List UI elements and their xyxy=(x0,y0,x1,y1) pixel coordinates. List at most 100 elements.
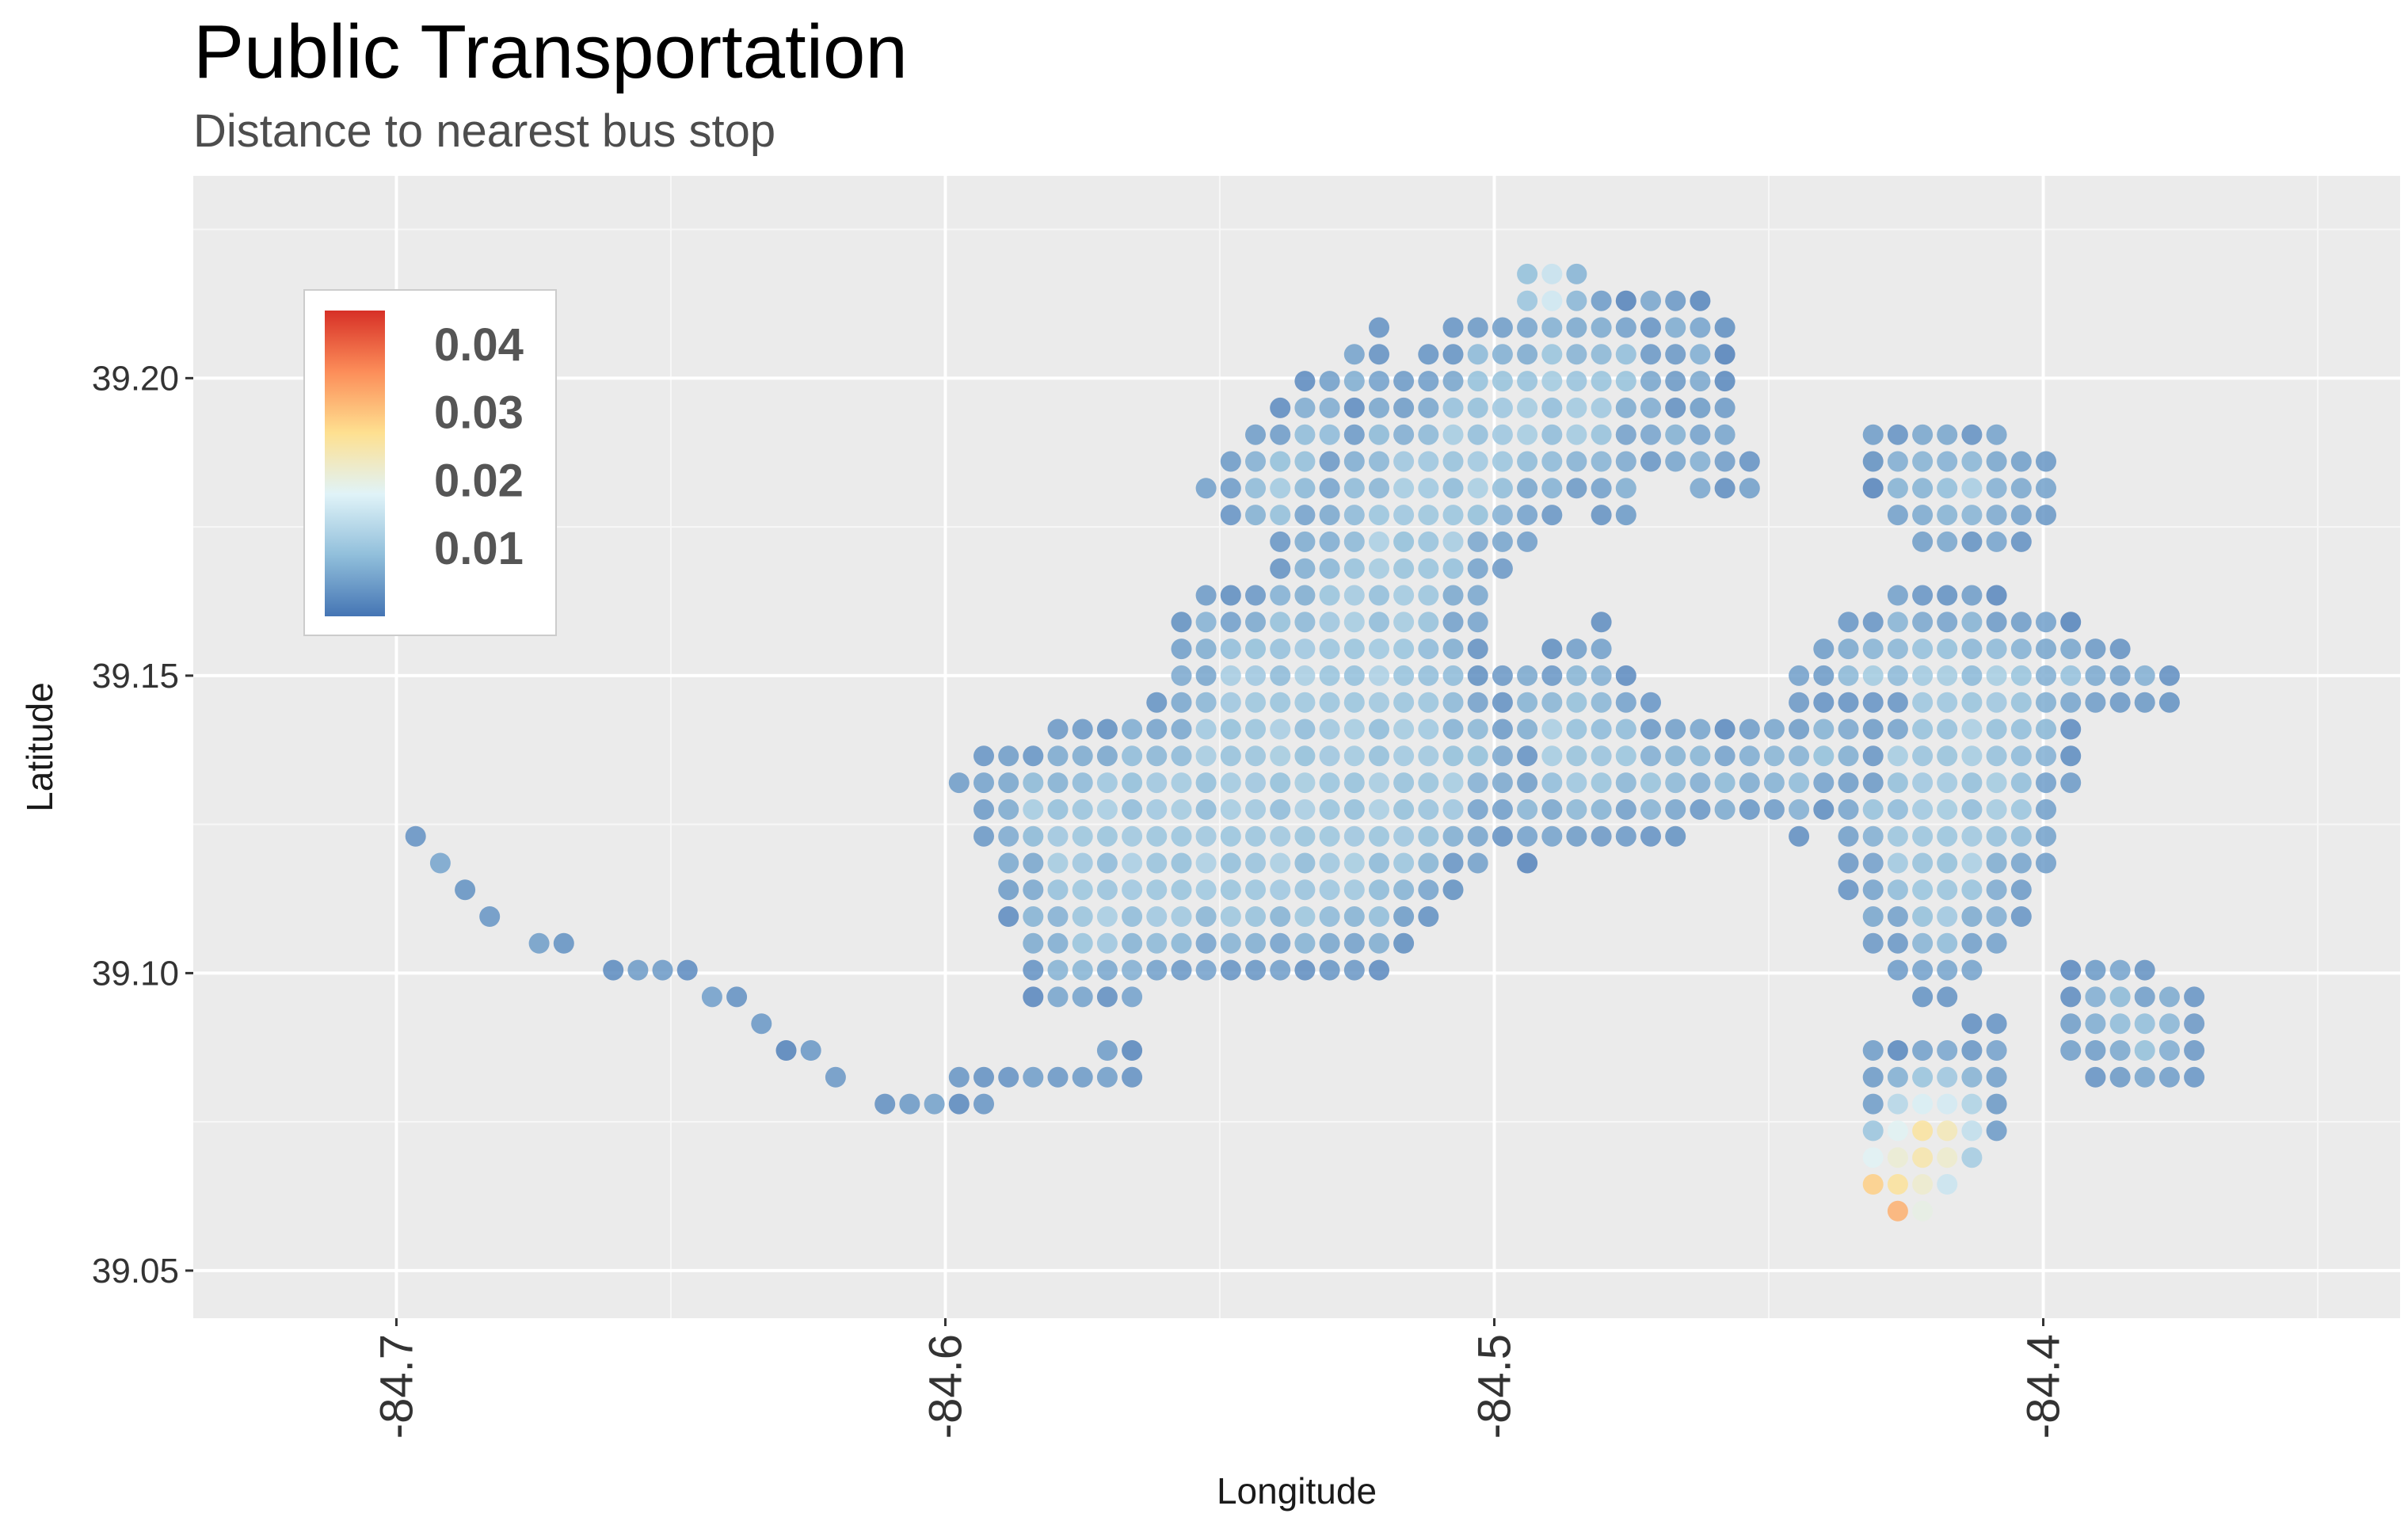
distance-point xyxy=(1442,371,1464,392)
distance-point xyxy=(1912,879,1934,901)
distance-point xyxy=(998,745,1019,767)
distance-point xyxy=(676,959,698,981)
distance-point xyxy=(1591,317,1612,338)
distance-point xyxy=(1961,799,1983,820)
distance-point xyxy=(1122,932,1143,954)
distance-point xyxy=(701,986,722,1008)
distance-point xyxy=(2036,825,2056,847)
distance-point xyxy=(1146,959,1168,981)
distance-point xyxy=(1369,505,1389,526)
distance-point xyxy=(1937,906,1958,927)
distance-point xyxy=(1887,772,1908,794)
distance-point xyxy=(1418,505,1439,526)
distance-point xyxy=(1393,558,1415,579)
distance-point xyxy=(2134,1066,2155,1088)
distance-point xyxy=(1912,531,1934,552)
distance-point xyxy=(2134,1013,2155,1035)
distance-point xyxy=(1517,825,1538,847)
distance-point xyxy=(1640,317,1661,338)
distance-point xyxy=(1887,852,1908,874)
distance-point xyxy=(1294,397,1316,418)
distance-point xyxy=(1789,719,1810,740)
distance-point xyxy=(1986,1066,2007,1088)
distance-point xyxy=(1442,612,1464,633)
distance-point xyxy=(1517,745,1538,767)
distance-point xyxy=(1566,719,1587,740)
distance-point xyxy=(1467,772,1488,794)
distance-point xyxy=(1838,692,1859,713)
distance-point xyxy=(1220,612,1241,633)
legend-labels: 0.04 0.03 0.02 0.01 xyxy=(434,319,524,574)
distance-point xyxy=(1195,906,1217,927)
distance-point xyxy=(2010,692,2032,713)
distance-point xyxy=(1195,959,1217,981)
distance-point xyxy=(1096,932,1118,954)
distance-point xyxy=(1418,825,1439,847)
distance-point xyxy=(1294,531,1316,552)
distance-point xyxy=(1887,1066,1908,1088)
distance-point xyxy=(2109,1040,2131,1061)
distance-point xyxy=(1393,745,1415,767)
distance-point xyxy=(973,799,994,820)
chart-title: Public Transportation xyxy=(193,10,908,94)
distance-point xyxy=(1072,852,1093,874)
distance-point xyxy=(1171,879,1192,901)
distance-point xyxy=(1986,825,2007,847)
distance-point xyxy=(1961,505,1983,526)
distance-point xyxy=(1492,558,1513,579)
distance-point xyxy=(1591,424,1612,445)
distance-point xyxy=(1467,397,1488,418)
distance-point xyxy=(1640,772,1661,794)
chart-subtitle: Distance to nearest bus stop xyxy=(193,105,775,157)
distance-point xyxy=(973,1093,994,1115)
distance-point xyxy=(1517,478,1538,499)
distance-point xyxy=(1195,719,1217,740)
distance-point xyxy=(1096,799,1118,820)
distance-point xyxy=(1517,772,1538,794)
distance-point xyxy=(1986,424,2007,445)
distance-point xyxy=(1442,531,1464,552)
distance-point xyxy=(1887,692,1908,713)
distance-point xyxy=(1319,665,1340,686)
distance-point xyxy=(973,825,994,847)
distance-point xyxy=(1615,719,1636,740)
distance-point xyxy=(1270,772,1291,794)
distance-point xyxy=(2010,451,2032,472)
distance-point xyxy=(1862,424,1884,445)
distance-point xyxy=(1665,745,1686,767)
distance-point xyxy=(1912,692,1934,713)
distance-point xyxy=(1245,719,1266,740)
distance-point xyxy=(1418,478,1439,499)
y-tick-label: 39.15 xyxy=(92,657,179,696)
distance-point xyxy=(1961,772,1983,794)
distance-point xyxy=(1566,451,1587,472)
distance-point xyxy=(1541,745,1563,767)
distance-point xyxy=(1220,825,1241,847)
distance-point xyxy=(1270,558,1291,579)
distance-point xyxy=(1369,959,1389,981)
distance-point xyxy=(1245,692,1266,713)
distance-point xyxy=(1937,799,1958,820)
distance-point xyxy=(1393,932,1415,954)
distance-point xyxy=(1467,799,1488,820)
distance-point xyxy=(1393,585,1415,606)
distance-point xyxy=(2060,959,2082,981)
distance-point xyxy=(1418,745,1439,767)
distance-point xyxy=(1245,478,1266,499)
distance-point xyxy=(1294,799,1316,820)
distance-point xyxy=(1442,665,1464,686)
distance-point xyxy=(1566,799,1587,820)
distance-point xyxy=(1739,478,1760,499)
distance-point xyxy=(1418,772,1439,794)
distance-point xyxy=(1220,932,1241,954)
distance-point xyxy=(2109,986,2131,1008)
distance-point xyxy=(2134,1040,2155,1061)
distance-point xyxy=(1813,719,1835,740)
distance-point xyxy=(1937,451,1958,472)
distance-point xyxy=(1270,879,1291,901)
distance-point xyxy=(1270,799,1291,820)
distance-point xyxy=(1541,397,1563,418)
distance-point xyxy=(1319,879,1340,901)
distance-point xyxy=(2134,986,2155,1008)
distance-point xyxy=(1615,424,1636,445)
